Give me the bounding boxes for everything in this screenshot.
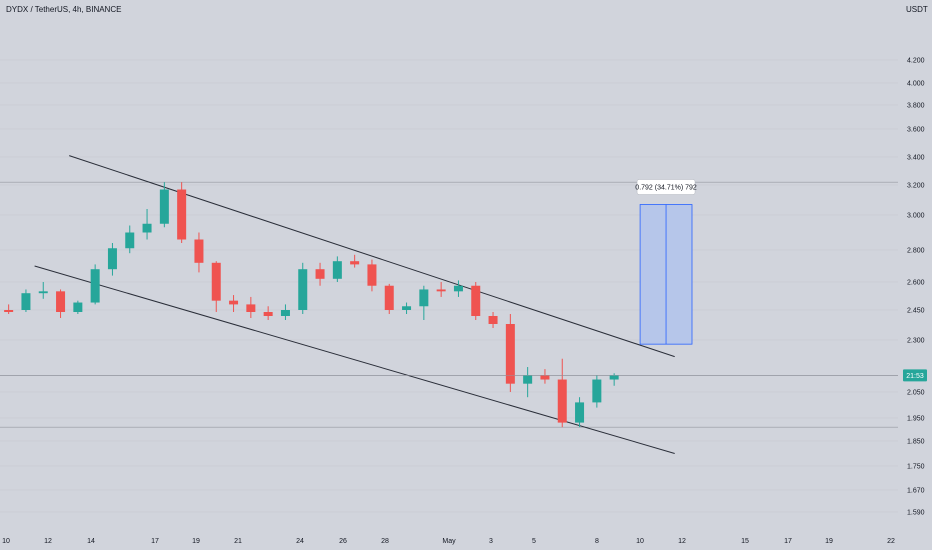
candle-body [557, 379, 567, 423]
candle-body [367, 264, 377, 286]
price-tick-label: 2.600 [907, 280, 925, 287]
price-tick-label: 1.590 [907, 510, 925, 517]
candle-body [177, 189, 187, 240]
price-tick-label: 3.400 [907, 155, 925, 162]
date-tick-label: May [442, 538, 456, 545]
date-tick-label: 17 [784, 538, 792, 545]
candle-body [21, 293, 31, 310]
time-axis[interactable]: 10 12 14 17 19 21 24 26 28 May 3 5 8 10 12 15 17 19 22 [2, 538, 895, 545]
last-price-label: 21:53 [906, 373, 924, 380]
date-tick-label: 15 [741, 538, 749, 545]
candle-body [125, 232, 135, 249]
candle-body [38, 291, 48, 294]
date-tick-label: 19 [192, 538, 200, 545]
price-tick-label: 3.000 [907, 213, 925, 220]
price-tick-label: 4.000 [907, 81, 925, 88]
candle-body [523, 375, 533, 384]
price-tick-label: 2.050 [907, 390, 925, 397]
candle-body [73, 302, 83, 312]
date-tick-label: 17 [151, 538, 159, 545]
date-tick-label: 26 [339, 538, 347, 545]
date-tick-label: 22 [887, 538, 895, 545]
candle-body [488, 316, 498, 324]
price-tick-label: 2.800 [907, 248, 925, 255]
candle-body [505, 324, 515, 384]
price-tick-label: 1.670 [907, 488, 925, 495]
price-axis[interactable]: 4.200 4.000 3.800 3.600 3.400 3.200 3.000 2.800… [907, 58, 925, 517]
price-tick-label: 4.200 [907, 58, 925, 65]
descending-channel[interactable] [34, 155, 675, 454]
candle-body [298, 269, 308, 310]
date-tick-label: 5 [532, 538, 536, 545]
candle-body [246, 304, 256, 312]
date-tick-label: 21 [234, 538, 242, 545]
last-price-label-bg [903, 369, 927, 382]
candle-body [332, 261, 342, 279]
price-tick-label: 3.600 [907, 127, 925, 134]
candle-body [315, 269, 325, 279]
candle-body [592, 379, 602, 403]
candle-body [384, 285, 394, 310]
date-tick-label: 19 [825, 538, 833, 545]
date-tick-label: 24 [296, 538, 304, 545]
candle-body [229, 300, 239, 305]
candle-body [56, 291, 66, 312]
candle-body [453, 285, 463, 292]
price-range-measure[interactable]: 0.792 (34.71%) 792 [635, 179, 697, 345]
measure-label: 0.792 (34.71%) 792 [635, 185, 697, 192]
symbol-title[interactable]: DYDX / TetherUS, 4h, BINANCE [6, 5, 122, 14]
candle-body [609, 375, 619, 380]
date-tick-label: 8 [595, 538, 599, 545]
price-tick-label: 1.750 [907, 464, 925, 471]
price-grid [0, 59, 898, 513]
channel-lower-line[interactable] [34, 265, 675, 454]
price-tick-label: 2.300 [907, 338, 925, 345]
price-tick-label: 2.450 [907, 308, 925, 315]
axis-currency[interactable]: USDT [906, 5, 928, 14]
candle-body [90, 269, 100, 303]
candle-body [4, 310, 14, 312]
date-tick-label: 10 [636, 538, 644, 545]
candle-body [436, 289, 446, 292]
candle-body [280, 310, 290, 316]
measure-label-box [636, 179, 696, 195]
price-tick-label: 1.850 [907, 439, 925, 446]
candle-body [142, 223, 152, 233]
candle-body [350, 261, 360, 265]
date-tick-label: 12 [678, 538, 686, 545]
candle-body [107, 248, 117, 270]
price-tick-label: 3.200 [907, 183, 925, 190]
candle-body [159, 189, 169, 224]
date-tick-label: 14 [87, 538, 95, 545]
candle-body [471, 285, 481, 316]
candle-body [419, 289, 429, 307]
price-tick-label: 3.800 [907, 103, 925, 110]
candlestick-series [4, 182, 619, 428]
candle-body [211, 262, 221, 301]
candle-body [540, 375, 550, 380]
date-tick-label: 28 [381, 538, 389, 545]
candle-body [402, 306, 412, 310]
candle-body [575, 402, 585, 423]
horizontal-levels [0, 181, 898, 428]
channel-upper-line[interactable] [69, 155, 675, 358]
date-tick-label: 10 [2, 538, 10, 545]
last-price-marker: 21:53 [0, 369, 927, 382]
candle-body [194, 239, 204, 263]
candle-body [263, 312, 273, 316]
price-tick-label: 1.950 [907, 416, 925, 423]
date-tick-label: 3 [489, 538, 493, 545]
date-tick-label: 12 [44, 538, 52, 545]
